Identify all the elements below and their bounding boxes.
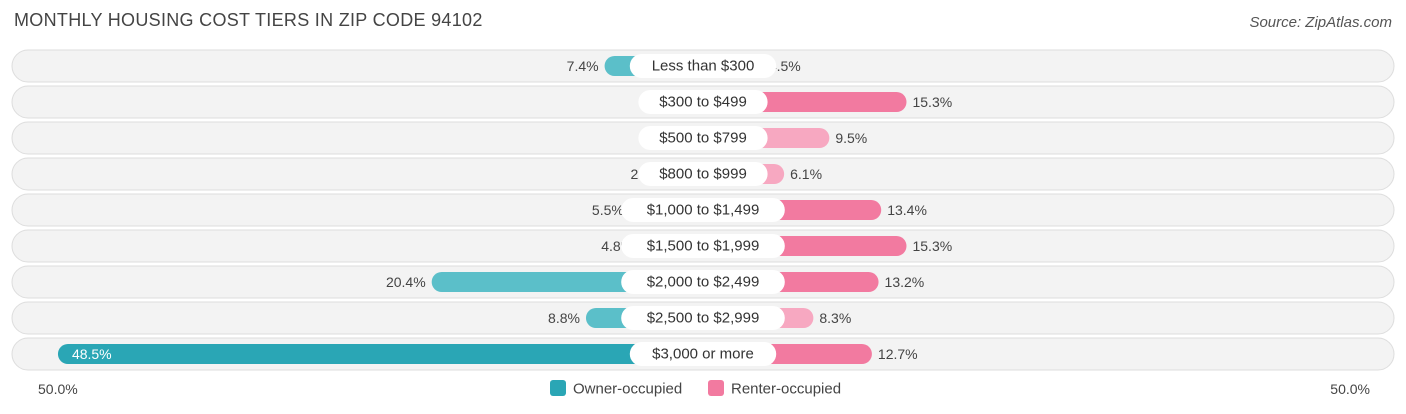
owner-value-label: 5.5%	[592, 202, 624, 218]
axis-right-label: 50.0%	[1330, 381, 1370, 397]
category-pill	[638, 162, 768, 186]
category-label: $1,500 to $1,999	[647, 238, 760, 255]
category-pill	[621, 198, 785, 222]
owner-value-label: 8.8%	[548, 310, 580, 326]
owner-bar	[57, 344, 703, 364]
category-label: $2,500 to $2,999	[647, 310, 760, 327]
owner-value-label: 20.4%	[386, 274, 426, 290]
owner-value-label: 7.4%	[567, 58, 599, 74]
category-pill	[621, 270, 785, 294]
renter-value-label: 15.3%	[912, 238, 952, 254]
axis-left-label: 50.0%	[38, 381, 78, 397]
renter-value-label: 13.2%	[885, 274, 925, 290]
renter-value-label: 6.1%	[790, 166, 822, 182]
category-pill	[629, 54, 777, 78]
category-label: $1,000 to $1,499	[647, 202, 760, 219]
category-label: Less than $300	[652, 58, 755, 75]
category-pill	[629, 342, 777, 366]
category-label: $800 to $999	[659, 166, 747, 183]
legend-label-owner: Owner-occupied	[573, 381, 682, 398]
category-label: $300 to $499	[659, 94, 747, 111]
category-pill	[621, 234, 785, 258]
chart-title: MONTHLY HOUSING COST TIERS IN ZIP CODE 9…	[14, 10, 483, 30]
renter-value-label: 12.7%	[878, 346, 918, 362]
legend-swatch-renter	[708, 380, 724, 396]
renter-value-label: 15.3%	[912, 94, 952, 110]
category-label: $3,000 or more	[652, 346, 754, 363]
renter-value-label: 9.5%	[835, 130, 867, 146]
renter-value-label: 8.3%	[819, 310, 851, 326]
category-pill	[638, 90, 768, 114]
category-label: $2,000 to $2,499	[647, 274, 760, 291]
legend-swatch-owner	[550, 380, 566, 396]
renter-value-label: 4.5%	[769, 58, 801, 74]
category-label: $500 to $799	[659, 130, 747, 147]
category-pill	[638, 126, 768, 150]
source-label: Source: ZipAtlas.com	[1249, 14, 1392, 31]
legend-label-renter: Renter-occupied	[731, 381, 841, 398]
owner-value-label: 48.5%	[72, 346, 112, 362]
category-pill	[621, 306, 785, 330]
renter-value-label: 13.4%	[887, 202, 927, 218]
